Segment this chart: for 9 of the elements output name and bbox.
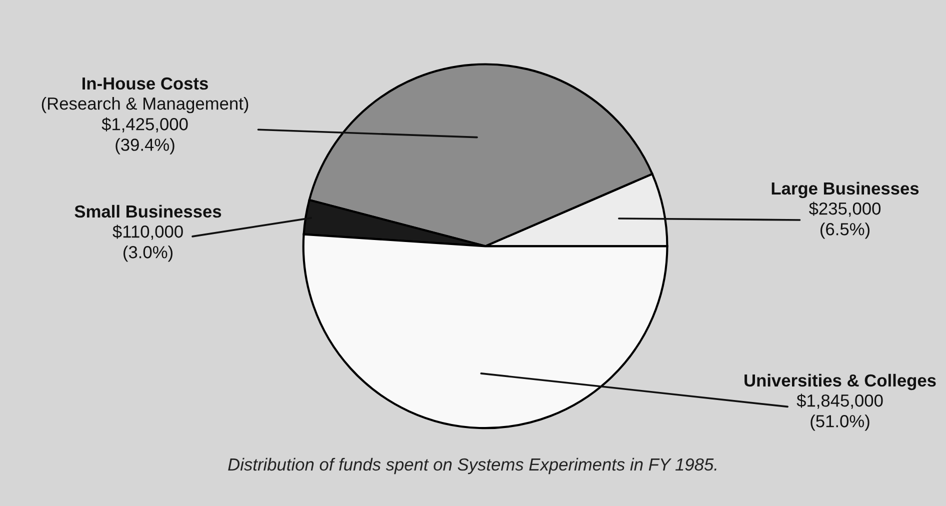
slice-label: In-House Costs	[82, 77, 208, 90]
data-label: $1,845,000 (51.0%)	[796, 394, 883, 431]
slice-label: Small Businesses	[74, 204, 222, 218]
data-label: $110,000 (3.0%)	[112, 224, 183, 262]
data-label: (Research & Management) $1,425,000 (39.4%)	[42, 97, 248, 154]
slice-label: Large Businesses	[772, 182, 919, 198]
data-label: $235,000 (6.5%)	[808, 202, 881, 239]
text: Distribution of funds spent on Systems Experiments in FY 1985.	[228, 458, 716, 474]
slice-label: Universities & Colleges	[744, 374, 936, 390]
